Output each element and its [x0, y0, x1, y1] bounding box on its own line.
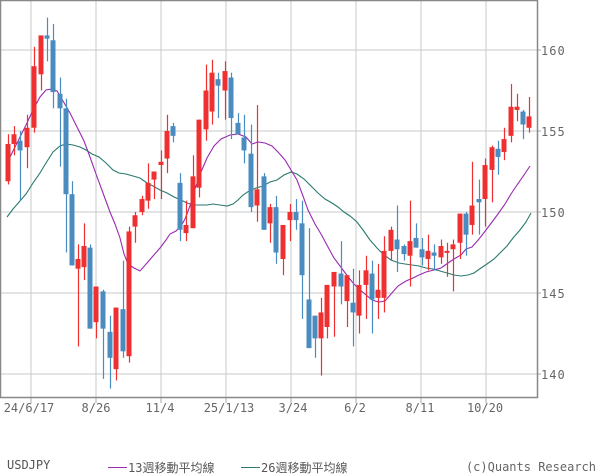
- ma13-line: [6, 88, 531, 303]
- x-tick-3: 25/1/13: [203, 401, 255, 415]
- x-tick-2: 11/4: [145, 401, 175, 415]
- symbol-label: USDJPY: [7, 458, 51, 472]
- plot-frame: [0, 0, 539, 399]
- legend-ma13-label: 13週移動平均線: [128, 461, 215, 475]
- x-tick-4: 3/24: [278, 401, 308, 415]
- x-tick-5: 6/2: [344, 401, 366, 415]
- gridlines: [0, 0, 541, 403]
- x-tick-6: 8/11: [405, 401, 435, 415]
- credit-label: (c)Quants Research: [465, 460, 596, 474]
- y-tick-155: 155: [541, 125, 566, 139]
- x-tick-1: 8/26: [81, 401, 111, 415]
- x-tick-7: 10/20: [466, 401, 504, 415]
- legend-ma26-label: 26週移動平均線: [261, 461, 348, 475]
- candles: [5, 17, 532, 389]
- y-tick-140: 140: [541, 368, 566, 382]
- ma26-swatch: [241, 467, 260, 468]
- ma13-swatch: [108, 467, 127, 468]
- y-tick-160: 160: [541, 44, 566, 58]
- y-tick-145: 145: [541, 287, 566, 301]
- legend-ma13: 13週移動平均線: [108, 459, 214, 476]
- y-tick-150: 150: [541, 206, 566, 220]
- legend-ma26: 26週移動平均線: [241, 459, 347, 476]
- x-tick-0: 24/6/17: [3, 401, 55, 415]
